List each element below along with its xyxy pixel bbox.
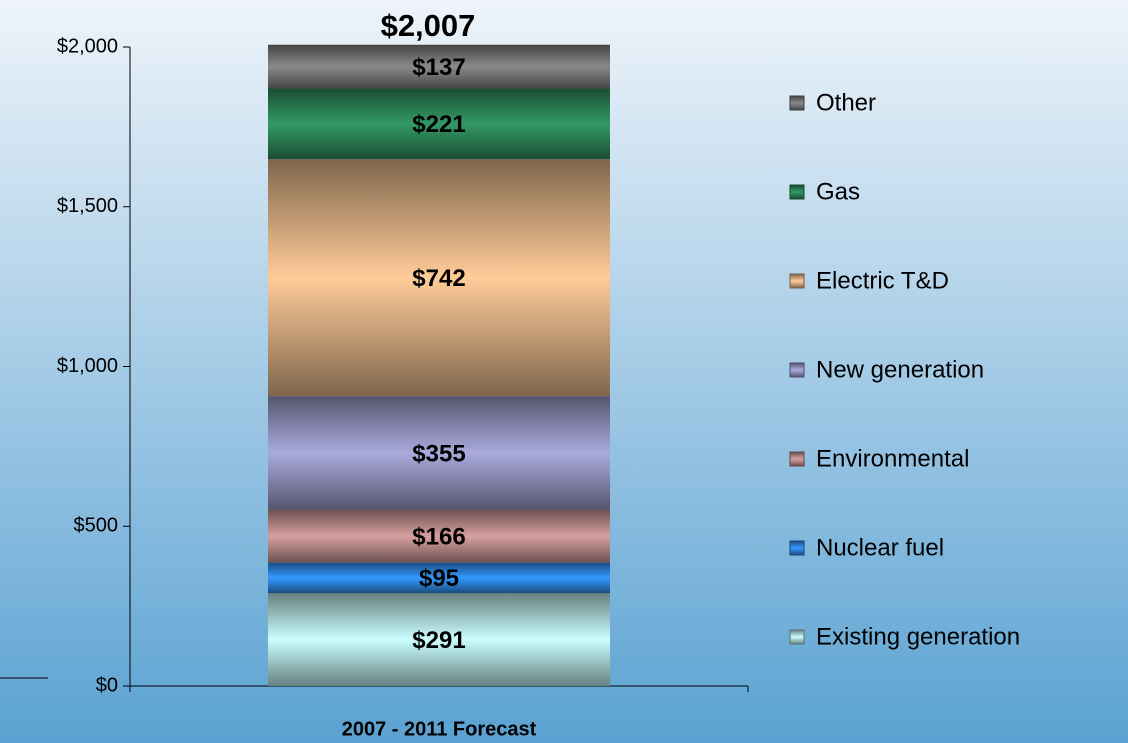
legend-label: Nuclear fuel (816, 534, 944, 561)
legend-swatch (789, 629, 805, 645)
data-label: $95 (419, 565, 459, 592)
data-label: $355 (412, 440, 465, 467)
y-tick-label: $1,000 (57, 355, 118, 377)
legend-label: Environmental (816, 445, 969, 472)
bar-segment (268, 396, 610, 510)
legend-label: Electric T&D (816, 267, 949, 294)
bar-segment (268, 44, 610, 89)
legend-swatch (789, 184, 805, 200)
data-label: $742 (412, 265, 465, 292)
y-tick-label: $1,500 (57, 195, 118, 217)
legend-swatch (789, 95, 805, 111)
x-tick-label: 2007 - 2011 Forecast (342, 718, 537, 740)
legend-label: Gas (816, 178, 860, 205)
data-label: $291 (412, 627, 465, 654)
bar-segment (268, 593, 610, 686)
legend-swatch (789, 362, 805, 378)
data-label: $221 (412, 111, 465, 138)
data-label: $137 (412, 54, 465, 81)
y-tick-label: $2,000 (57, 35, 118, 57)
bar-segment (268, 88, 610, 160)
bar-segment (268, 562, 610, 594)
legend-label: New generation (816, 356, 984, 383)
legend-swatch (789, 451, 805, 467)
total-label: $2,007 (381, 8, 476, 43)
legend-swatch (789, 273, 805, 289)
bar-segment (268, 509, 610, 563)
legend-label: Existing generation (816, 623, 1020, 650)
y-tick-label: $500 (74, 515, 119, 537)
legend-swatch (789, 540, 805, 556)
legend-label: Other (816, 89, 876, 116)
y-tick-label: $0 (96, 674, 118, 696)
data-label: $166 (412, 523, 465, 550)
bar-segment (268, 159, 610, 397)
